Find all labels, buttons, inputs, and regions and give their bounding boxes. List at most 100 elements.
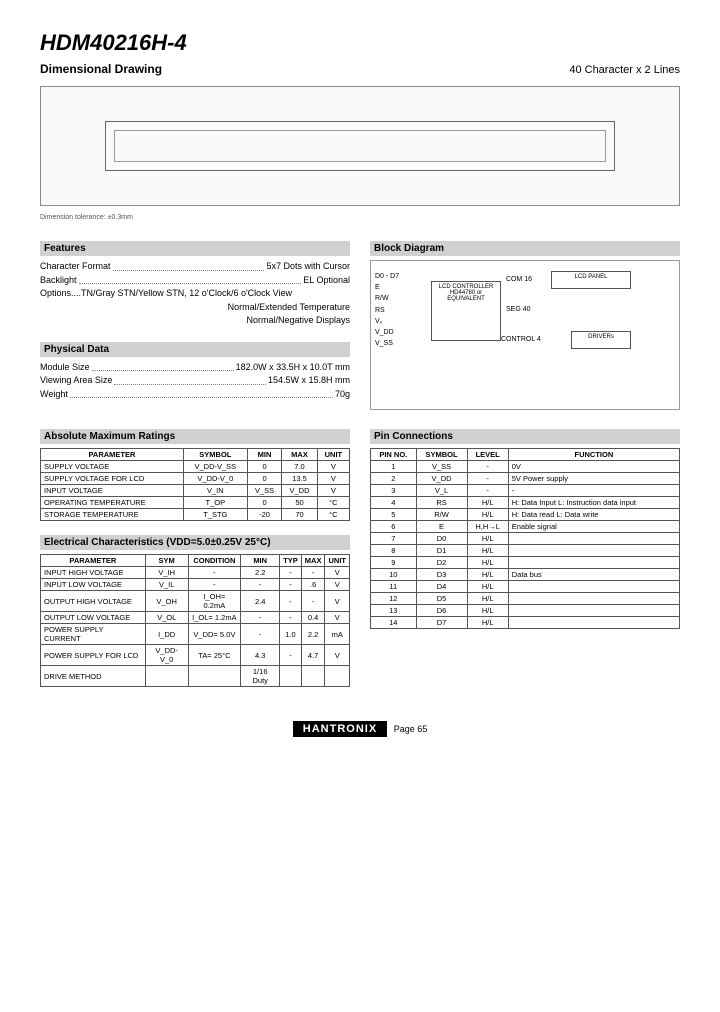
table-cell: E	[416, 521, 467, 533]
table-cell: 5V Power supply	[508, 473, 679, 485]
features-list: Character Format5x7 Dots with Cursor Bac…	[40, 260, 350, 328]
table-cell	[280, 666, 302, 687]
abs-h-0: PARAMETER	[41, 449, 184, 461]
table-cell: H/L	[467, 593, 508, 605]
bd-ctrl-box: LCD CONTROLLER HD44780 or EQUIVALENT	[431, 281, 501, 341]
phys-k-1: Viewing Area Size	[40, 374, 112, 388]
table-cell: STORAGE TEMPERATURE	[41, 509, 184, 521]
table-cell: 1/16 Duty	[241, 666, 280, 687]
feat-extra-1: Normal/Negative Displays	[40, 314, 350, 328]
elec-h-3: MIN	[241, 555, 280, 567]
table-cell: -	[280, 567, 302, 579]
pins-heading: Pin Connections	[370, 429, 680, 444]
footer: HANTRONIX Page 65	[40, 721, 680, 737]
table-cell: INPUT HIGH VOLTAGE	[41, 567, 146, 579]
bd-sig-1: E	[375, 282, 399, 293]
subtitle: Dimensional Drawing	[40, 62, 162, 76]
table-cell: V	[325, 645, 350, 666]
table-cell: -	[467, 461, 508, 473]
phys-v-2: 70g	[335, 388, 350, 402]
brand-logo: HANTRONIX	[293, 721, 387, 737]
table-cell: 1.0	[280, 624, 302, 645]
table-cell: H: Data read L: Data write	[508, 509, 679, 521]
table-cell: H/L	[467, 497, 508, 509]
bd-sig-0: D0 - D7	[375, 271, 399, 282]
table-row: OPERATING TEMPERATURET_OP050°C	[41, 497, 350, 509]
table-cell: 11	[371, 581, 417, 593]
table-cell: 2.2	[301, 624, 325, 645]
table-cell: H,H→L	[467, 521, 508, 533]
table-cell: .6	[301, 579, 325, 591]
table-cell: V_SS	[247, 485, 281, 497]
tolerance-note: Dimension tolerance: ±0.3mm	[40, 214, 680, 221]
table-cell: T_OP	[183, 497, 247, 509]
table-cell: 6	[371, 521, 417, 533]
table-row: INPUT HIGH VOLTAGEV_IH-2.2--V	[41, 567, 350, 579]
table-cell: H/L	[467, 569, 508, 581]
table-cell: 4.7	[301, 645, 325, 666]
table-cell: 9	[371, 557, 417, 569]
pins-h-3: FUNCTION	[508, 449, 679, 461]
table-cell: 2.4	[241, 591, 280, 612]
table-row: POWER SUPPLY FOR LCDV_DD-V_0TA= 25°C4.3-…	[41, 645, 350, 666]
table-cell: D4	[416, 581, 467, 593]
table-row: 11D4H/L	[371, 581, 680, 593]
table-cell: -	[301, 567, 325, 579]
table-cell: 5	[371, 509, 417, 521]
table-cell: V_DD	[416, 473, 467, 485]
table-row: POWER SUPPLY CURRENTI_DDV_DD= 5.0V-1.02.…	[41, 624, 350, 645]
table-cell	[508, 533, 679, 545]
table-cell: V_DD-V_0	[183, 473, 247, 485]
features-heading: Features	[40, 241, 350, 256]
abs-heading: Absolute Maximum Ratings	[40, 429, 350, 444]
table-cell	[508, 605, 679, 617]
page-title: HDM40216H-4	[40, 30, 680, 56]
table-cell	[188, 666, 241, 687]
abs-h-3: MAX	[282, 449, 318, 461]
table-cell: INPUT LOW VOLTAGE	[41, 579, 146, 591]
elec-h-5: MAX	[301, 555, 325, 567]
feat-k-0: Character Format	[40, 260, 111, 274]
table-cell: -	[188, 567, 241, 579]
table-cell: OUTPUT HIGH VOLTAGE	[41, 591, 146, 612]
table-row: OUTPUT HIGH VOLTAGEV_OHI_OH= 0.2mA2.4--V	[41, 591, 350, 612]
table-cell: -	[508, 485, 679, 497]
table-cell	[508, 557, 679, 569]
table-cell: -	[467, 473, 508, 485]
table-row: 4RSH/LH: Data Input L: Instruction data …	[371, 497, 680, 509]
elec-h-0: PARAMETER	[41, 555, 146, 567]
pins-h-2: LEVEL	[467, 449, 508, 461]
table-cell: DRIVE METHOD	[41, 666, 146, 687]
abs-h-4: UNIT	[317, 449, 349, 461]
table-cell: -	[188, 579, 241, 591]
table-cell: 0V	[508, 461, 679, 473]
physical-list: Module Size182.0W x 33.5H x 10.0T mm Vie…	[40, 361, 350, 402]
feat-extra-0: Normal/Extended Temperature	[40, 301, 350, 315]
table-cell: V	[325, 579, 350, 591]
table-cell: D2	[416, 557, 467, 569]
table-row: OUTPUT LOW VOLTAGEV_OLI_OL= 1.2mA--0.4V	[41, 612, 350, 624]
table-cell: V_DD-V_0	[145, 645, 188, 666]
table-cell: -	[241, 624, 280, 645]
table-cell: 0	[247, 473, 281, 485]
table-cell: V	[317, 485, 349, 497]
table-cell: -	[241, 612, 280, 624]
table-cell: TA= 25°C	[188, 645, 241, 666]
pins-h-1: SYMBOL	[416, 449, 467, 461]
table-cell: D1	[416, 545, 467, 557]
table-cell: I_OL= 1.2mA	[188, 612, 241, 624]
table-cell: V_DD= 5.0V	[188, 624, 241, 645]
table-cell: 3	[371, 485, 417, 497]
table-cell: H/L	[467, 545, 508, 557]
table-cell: SUPPLY VOLTAGE	[41, 461, 184, 473]
table-row: 10D3H/LData bus	[371, 569, 680, 581]
table-cell: 50	[282, 497, 318, 509]
table-row: 7D0H/L	[371, 533, 680, 545]
table-cell	[508, 617, 679, 629]
elec-heading: Electrical Characteristics (VDD=5.0±0.25…	[40, 535, 350, 550]
phys-k-2: Weight	[40, 388, 68, 402]
table-cell: -20	[247, 509, 281, 521]
table-cell: RS	[416, 497, 467, 509]
table-cell: °C	[317, 509, 349, 521]
table-cell: 2.2	[241, 567, 280, 579]
